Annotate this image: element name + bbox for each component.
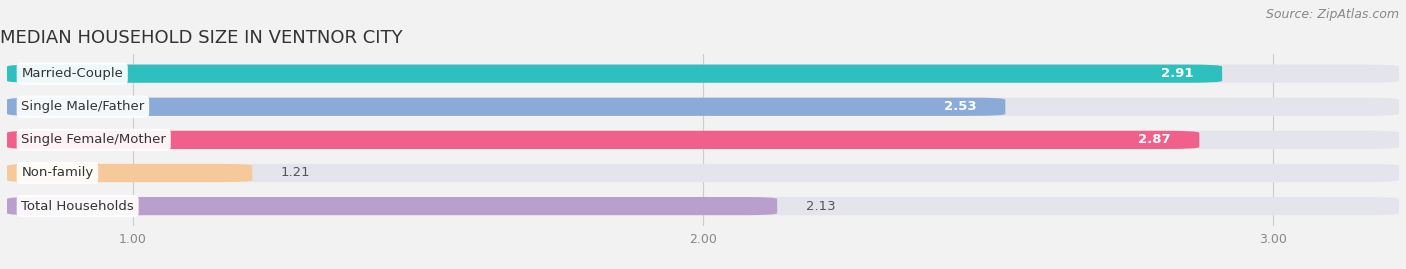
Text: Single Male/Father: Single Male/Father: [21, 100, 145, 113]
Text: 2.13: 2.13: [806, 200, 835, 213]
FancyBboxPatch shape: [7, 131, 1399, 149]
FancyBboxPatch shape: [7, 65, 1399, 83]
Text: Single Female/Mother: Single Female/Mother: [21, 133, 166, 146]
Text: Source: ZipAtlas.com: Source: ZipAtlas.com: [1265, 8, 1399, 21]
Text: 2.91: 2.91: [1161, 67, 1194, 80]
Text: MEDIAN HOUSEHOLD SIZE IN VENTNOR CITY: MEDIAN HOUSEHOLD SIZE IN VENTNOR CITY: [0, 29, 402, 47]
FancyBboxPatch shape: [7, 98, 1005, 116]
FancyBboxPatch shape: [7, 197, 778, 215]
FancyBboxPatch shape: [7, 131, 1199, 149]
FancyBboxPatch shape: [7, 164, 1399, 182]
FancyBboxPatch shape: [7, 65, 1222, 83]
FancyBboxPatch shape: [7, 197, 1399, 215]
Text: 2.87: 2.87: [1139, 133, 1171, 146]
Text: Married-Couple: Married-Couple: [21, 67, 124, 80]
Text: Non-family: Non-family: [21, 167, 94, 179]
Text: 1.21: 1.21: [281, 167, 311, 179]
Text: 2.53: 2.53: [945, 100, 977, 113]
FancyBboxPatch shape: [7, 164, 252, 182]
FancyBboxPatch shape: [7, 98, 1399, 116]
Text: Total Households: Total Households: [21, 200, 134, 213]
